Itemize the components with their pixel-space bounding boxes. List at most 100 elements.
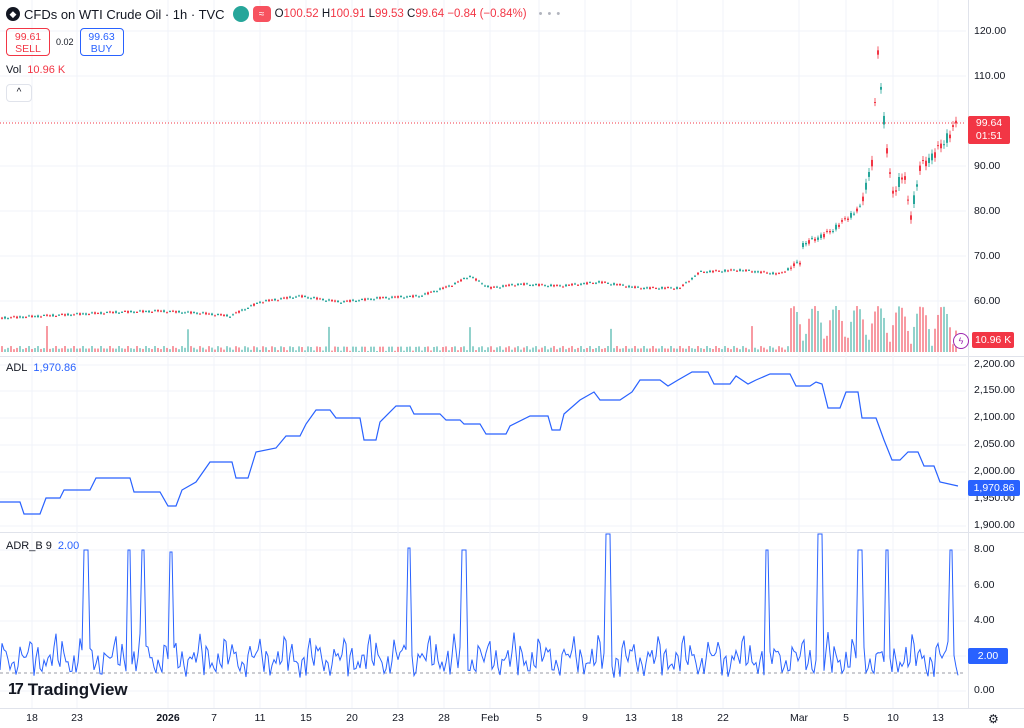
candle-body <box>289 296 291 298</box>
candle-body <box>439 288 441 290</box>
candle-body <box>298 295 300 297</box>
time-axis-label: 13 <box>932 712 944 724</box>
volume-bar <box>772 347 774 352</box>
candle-body <box>100 312 102 314</box>
candle-body <box>880 86 882 90</box>
volume-bar <box>559 347 561 352</box>
volume-bar <box>268 350 270 352</box>
price-axis-label: 120.00 <box>974 25 1007 37</box>
candle-body <box>436 291 438 293</box>
volume-bar <box>595 348 597 352</box>
volume-bar <box>457 350 459 352</box>
collapse-legend-button[interactable]: ^ <box>6 84 32 102</box>
price-axis[interactable] <box>968 0 1024 708</box>
buy-button[interactable]: 99.63 BUY <box>79 28 124 56</box>
volume-bar <box>691 348 693 352</box>
pane-divider-adl[interactable] <box>0 532 1024 533</box>
volume-bar <box>646 348 648 352</box>
volume-bar <box>733 346 735 352</box>
volume-bar <box>13 349 15 352</box>
volume-bar <box>184 347 186 352</box>
candle-body <box>31 315 33 318</box>
pane-divider-main[interactable] <box>0 356 1024 357</box>
sell-button[interactable]: 99.61 SELL <box>6 28 50 56</box>
adl-legend[interactable]: ADL 1,970.86 <box>6 362 76 374</box>
candle-body <box>154 310 156 312</box>
volume-legend[interactable]: Vol 10.96 K <box>6 64 65 76</box>
volume-bar <box>910 343 912 352</box>
candle-body <box>820 234 822 239</box>
volume-bar <box>904 316 906 352</box>
tradingview-logo[interactable]: 17 TradingView <box>8 680 128 700</box>
adr-axis-label: 4.00 <box>974 614 995 626</box>
candle-body <box>58 314 60 316</box>
symbol-title[interactable]: CFDs on WTI Crude Oil · 1h · TVC <box>24 6 225 22</box>
candle-body <box>757 271 759 273</box>
candle-body <box>361 298 363 300</box>
candle-body <box>883 115 885 125</box>
candle-body <box>949 134 951 139</box>
time-axis[interactable] <box>0 708 1024 728</box>
volume-bar <box>109 346 111 352</box>
gear-icon[interactable]: ⚙ <box>988 712 999 726</box>
volume-bar <box>178 349 180 352</box>
candle-body <box>640 288 642 290</box>
candle-body <box>343 301 345 303</box>
volume-bar <box>514 347 516 352</box>
candle-body <box>664 287 666 289</box>
candle-body <box>340 302 342 304</box>
candle-body <box>829 230 831 233</box>
candle-body <box>496 286 498 288</box>
volume-bar <box>493 349 495 352</box>
time-axis-label: 5 <box>536 712 542 724</box>
price-axis-label: 80.00 <box>974 205 1001 217</box>
volume-bar <box>325 346 327 352</box>
candle-body <box>67 313 69 316</box>
lightning-icon[interactable]: ϟ <box>953 333 969 349</box>
candle-body <box>592 283 594 285</box>
volume-bar <box>787 346 789 352</box>
data-status-icon[interactable]: ≈ <box>252 6 271 22</box>
volume-bar <box>139 348 141 352</box>
volume-bar <box>391 346 393 352</box>
candle-body <box>400 295 402 297</box>
volume-bar <box>388 346 390 352</box>
candle-body <box>514 285 516 287</box>
chart-header: ◆ CFDs on WTI Crude Oil · 1h · TVC ≈ O10… <box>6 4 561 24</box>
volume-bar <box>511 349 513 352</box>
volume-bar <box>577 347 579 352</box>
market-status-icon[interactable] <box>232 6 249 22</box>
adr-legend[interactable]: ADR_B 9 2.00 <box>6 540 79 552</box>
volume-bar <box>643 346 645 352</box>
candle-body <box>193 312 195 314</box>
chart-canvas[interactable] <box>0 0 966 708</box>
candle-body <box>937 145 939 147</box>
candle-body <box>751 271 753 273</box>
volume-bar <box>94 348 96 352</box>
candle-body <box>25 316 27 318</box>
candle-body <box>91 312 93 314</box>
volume-bar <box>727 347 729 352</box>
volume-bar <box>31 349 33 352</box>
candle-body <box>259 301 261 303</box>
volume-bar <box>673 348 675 352</box>
candle-body <box>397 296 399 298</box>
candle-body <box>745 269 747 272</box>
candle-body <box>625 286 627 288</box>
volume-bar <box>703 348 705 352</box>
volume-bar <box>844 336 846 352</box>
candle-body <box>790 267 792 269</box>
more-options-icon[interactable]: • • • <box>538 8 562 20</box>
volume-bar <box>490 346 492 352</box>
volume-bar <box>85 348 87 352</box>
candle-body <box>877 50 879 55</box>
candle-body <box>388 298 390 300</box>
candle-body <box>418 296 420 298</box>
candle-body <box>196 312 198 314</box>
candle-body <box>205 312 207 315</box>
last-price-tag[interactable]: 99.64 01:51 <box>968 116 1010 144</box>
candle-body <box>223 314 225 316</box>
volume-bar <box>556 349 558 352</box>
volume-bar <box>403 350 405 352</box>
volume-bar <box>565 349 567 352</box>
